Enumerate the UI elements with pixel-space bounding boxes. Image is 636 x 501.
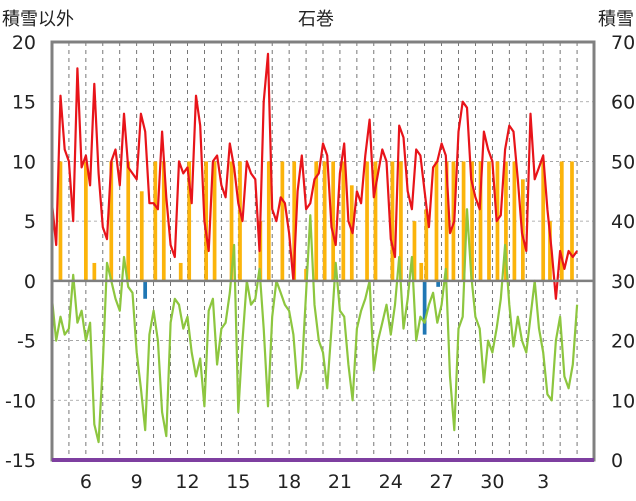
sunshine-bar — [470, 161, 474, 281]
sunshine-bar — [126, 161, 131, 281]
x-tick-label: 24 — [379, 471, 403, 493]
left-tick-label: 5 — [24, 211, 36, 233]
right-tick-label: 30 — [611, 271, 635, 293]
sunshine-bar — [280, 161, 285, 281]
sunshine-bar — [512, 161, 517, 281]
x-tick-label: 15 — [226, 471, 250, 493]
precip-bar — [436, 280, 441, 287]
sunshine-bar — [365, 161, 369, 281]
sunshine-bar — [153, 161, 158, 281]
sunshine-bar — [412, 221, 417, 281]
x-tick-label: 12 — [175, 471, 199, 493]
max_temp-line — [50, 52, 578, 300]
sunshine-bar — [399, 161, 403, 281]
right-tick-label: 10 — [611, 390, 635, 412]
sunshine-bar — [109, 161, 114, 281]
sunshine-bar — [548, 221, 552, 281]
sunshine-bar — [570, 161, 574, 281]
right-tick-label: 0 — [611, 450, 623, 472]
right-axis-label: 積雪 — [598, 9, 634, 30]
right-tick-label: 60 — [611, 92, 635, 114]
x-tick-label: 18 — [277, 471, 301, 493]
precip-bar — [143, 280, 148, 299]
sunshine-bar — [434, 161, 439, 281]
sunshine-bar — [266, 161, 271, 281]
x-tick-label: 30 — [480, 471, 504, 493]
right-tick-label: 70 — [611, 32, 635, 54]
sunshine-bar — [419, 262, 424, 281]
precip-bar — [422, 280, 427, 335]
sunshine-bar — [314, 161, 319, 281]
right-tick-label: 20 — [611, 331, 635, 353]
left-tick-label: 0 — [24, 271, 36, 293]
sunshine-bar — [373, 161, 378, 281]
left-tick-label: -15 — [5, 450, 36, 472]
sunshine-bar — [487, 161, 491, 281]
sunshine-bar — [559, 161, 564, 281]
x-tick-label: 9 — [131, 471, 143, 493]
left-tick-label: -10 — [5, 390, 36, 412]
left-tick-label: 10 — [12, 151, 36, 173]
x-tick-label: 21 — [328, 471, 352, 493]
x-tick-label: 3 — [537, 471, 549, 493]
sunshine-bar — [204, 161, 208, 281]
chart-title: 石巻 — [298, 9, 334, 30]
sunshine-bar — [322, 161, 327, 281]
sunshine-bar — [504, 161, 508, 281]
sunshine-bar — [461, 161, 466, 281]
sunshine-bar — [331, 161, 336, 281]
sunshine-bar — [390, 161, 395, 281]
sunshine-bar — [139, 191, 144, 281]
left-tick-label: 15 — [12, 92, 36, 114]
min_temp-line — [50, 208, 579, 444]
x-tick-label: 27 — [429, 471, 453, 493]
sunshine-bar — [187, 161, 192, 281]
sunshine-bar — [84, 161, 88, 281]
sunshine-bar — [178, 262, 183, 281]
sunshine-bar — [161, 161, 166, 281]
sunshine-bar — [229, 161, 234, 281]
sunshine-bar — [58, 161, 63, 281]
sunshine-bar — [341, 161, 346, 281]
left-axis-label: 積雪以外 — [2, 9, 74, 30]
sunshine-bar — [478, 161, 483, 281]
sunshine-bar — [541, 161, 546, 281]
sunshine-bar — [238, 161, 242, 281]
left-tick-label: 20 — [12, 32, 36, 54]
sunshine-bar — [292, 161, 297, 281]
sunshine-bar — [444, 161, 449, 281]
plot-frame — [50, 40, 596, 462]
right-tick-label: 40 — [611, 211, 635, 233]
left-tick-label: -5 — [17, 331, 36, 353]
x-tick-label: 6 — [80, 471, 92, 493]
sunshine-bar — [92, 262, 97, 281]
sunshine-bar — [424, 209, 429, 281]
sunshine-bar — [212, 161, 217, 281]
right-tick-label: 50 — [611, 151, 635, 173]
